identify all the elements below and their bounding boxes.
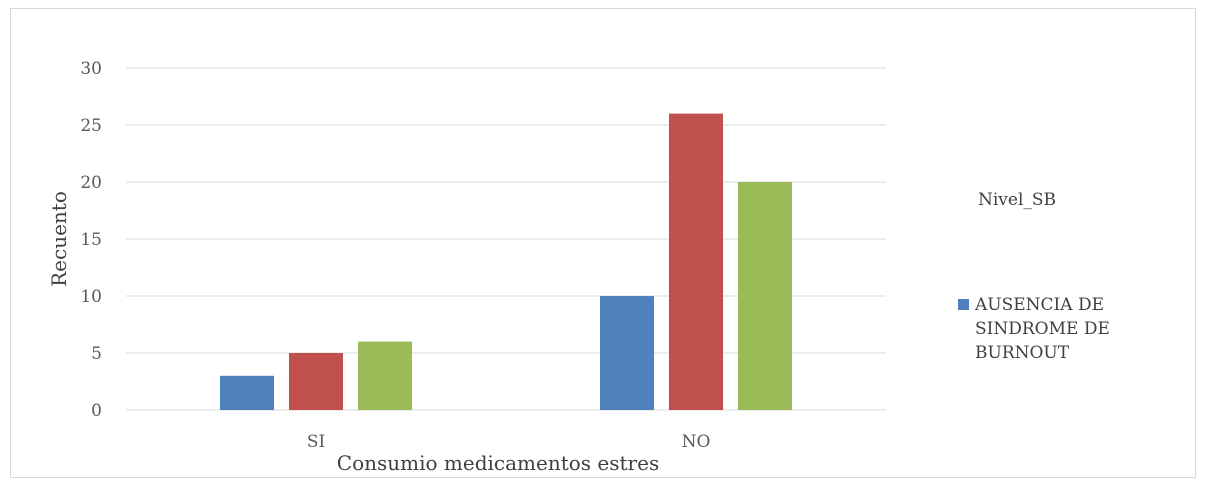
bar	[289, 353, 343, 410]
legend: AUSENCIA DE SINDROME DE BURNOUT	[958, 295, 1110, 363]
y-tick-label: 15	[80, 230, 102, 250]
y-tick-label: 25	[80, 116, 102, 136]
x-tick-label: SI	[307, 432, 325, 452]
bar	[669, 113, 723, 410]
y-tick-labels: 0 5 10 15 20 25 30	[80, 59, 102, 421]
y-tick-label: 10	[80, 287, 102, 307]
bar	[738, 182, 792, 410]
x-tick-labels: SI NO	[307, 432, 711, 452]
bar	[220, 375, 274, 410]
legend-swatch	[958, 299, 969, 310]
y-tick-label: 5	[91, 344, 102, 364]
y-tick-label: 30	[80, 59, 102, 79]
bar	[358, 341, 412, 410]
x-tick-label: NO	[682, 432, 711, 452]
legend-title: Nivel_SB	[978, 190, 1056, 210]
y-axis-title: Recuento	[47, 191, 71, 287]
bars	[220, 113, 792, 410]
bar	[600, 296, 654, 410]
y-tick-label: 0	[91, 401, 102, 421]
y-tick-label: 20	[80, 173, 102, 193]
x-axis-title: Consumio medicamentos estres	[337, 451, 659, 471]
legend-label: AUSENCIA DE SINDROME DE BURNOUT	[974, 295, 1110, 363]
